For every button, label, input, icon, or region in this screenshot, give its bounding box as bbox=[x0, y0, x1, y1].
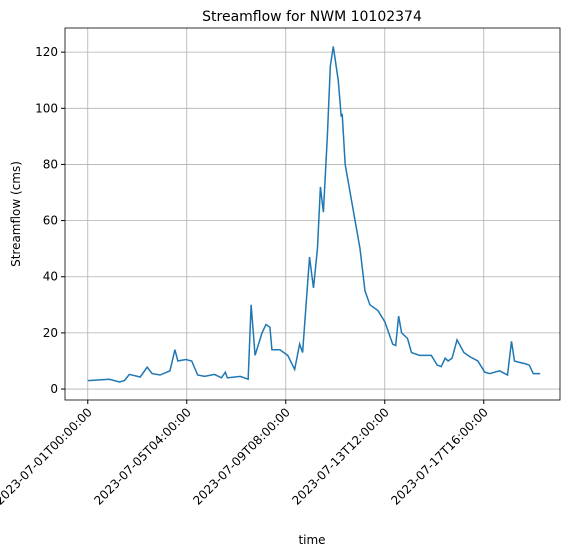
chart-title: Streamflow for NWM 10102374 bbox=[202, 9, 422, 25]
y-tick-label: 120 bbox=[35, 45, 58, 59]
y-axis-label: Streamflow (cms) bbox=[9, 161, 23, 267]
y-tick-label: 60 bbox=[43, 214, 58, 228]
y-tick-label: 0 bbox=[50, 382, 58, 396]
x-tick-label: 2023-07-01T00:00:00 bbox=[0, 405, 95, 508]
x-tick-label: 2023-07-13T12:00:00 bbox=[289, 405, 392, 508]
y-tick-label: 20 bbox=[43, 326, 58, 340]
y-tick-label: 100 bbox=[35, 101, 58, 115]
x-axis-label: time bbox=[298, 533, 325, 547]
y-tick-label: 80 bbox=[43, 157, 58, 171]
x-tick-label: 2023-07-17T16:00:00 bbox=[388, 405, 491, 508]
y-tick-label: 40 bbox=[43, 270, 58, 284]
plot-frame bbox=[64, 27, 561, 401]
x-tick-label: 2023-07-05T04:00:00 bbox=[91, 405, 194, 508]
x-tick-label: 2023-07-09T08:00:00 bbox=[190, 405, 293, 508]
data-line bbox=[87, 46, 541, 383]
